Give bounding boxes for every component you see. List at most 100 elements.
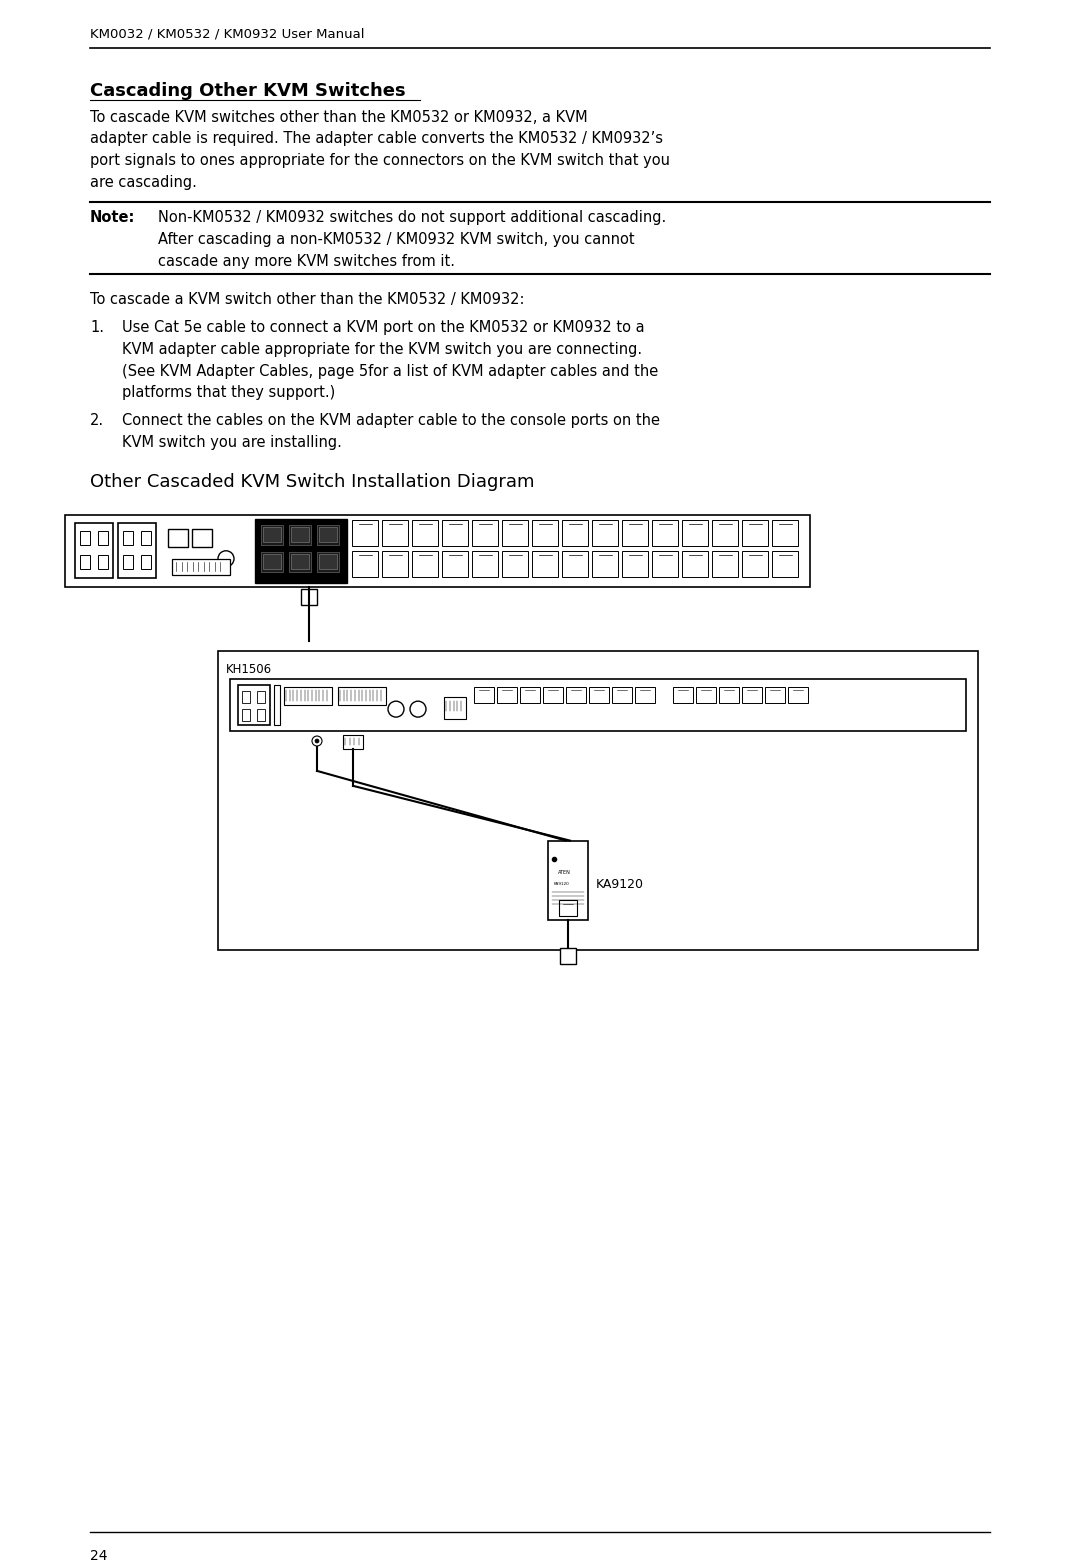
Text: cascade any more KVM switches from it.: cascade any more KVM switches from it. <box>158 254 455 269</box>
Bar <box>274 685 280 725</box>
Bar <box>80 531 90 545</box>
Bar <box>765 687 785 703</box>
Bar <box>472 551 498 576</box>
Bar <box>75 523 113 577</box>
Bar <box>772 551 798 576</box>
Text: port signals to ones appropriate for the connectors on the KVM switch that you: port signals to ones appropriate for the… <box>90 153 670 169</box>
Bar <box>612 687 632 703</box>
Bar <box>592 551 618 576</box>
Bar <box>289 552 311 571</box>
Bar <box>192 529 212 546</box>
Bar <box>141 531 151 545</box>
Bar <box>502 520 528 546</box>
Bar <box>444 696 465 718</box>
Bar <box>382 551 408 576</box>
Bar <box>172 559 230 574</box>
Bar <box>218 651 978 950</box>
Bar <box>712 520 738 546</box>
Text: adapter cable is required. The adapter cable converts the KM0532 / KM0932’s: adapter cable is required. The adapter c… <box>90 131 663 147</box>
Bar <box>592 520 618 546</box>
Text: KH1506: KH1506 <box>226 664 272 676</box>
Text: Connect the cables on the KVM adapter cable to the console ports on the: Connect the cables on the KVM adapter ca… <box>122 413 660 429</box>
Bar <box>382 520 408 546</box>
Bar <box>289 524 311 545</box>
Bar <box>291 527 309 541</box>
Bar <box>242 709 249 721</box>
Bar <box>343 736 363 750</box>
Bar <box>562 520 588 546</box>
Circle shape <box>218 551 234 567</box>
Bar <box>652 520 678 546</box>
Bar <box>118 523 156 577</box>
Text: 24: 24 <box>90 1549 108 1563</box>
Bar <box>696 687 716 703</box>
Circle shape <box>312 736 322 747</box>
Bar <box>622 551 648 576</box>
Bar <box>519 687 540 703</box>
Bar <box>562 551 588 576</box>
Bar <box>442 551 468 576</box>
Bar <box>264 527 281 541</box>
Bar <box>548 840 588 920</box>
Bar <box>561 948 576 964</box>
Bar <box>411 551 438 576</box>
Text: 2.: 2. <box>90 413 104 429</box>
Bar <box>123 554 133 568</box>
Bar <box>622 520 648 546</box>
Bar <box>559 900 577 916</box>
Bar <box>338 687 386 706</box>
Text: KA9120: KA9120 <box>554 883 570 886</box>
Text: platforms that they support.): platforms that they support.) <box>122 385 335 401</box>
Bar <box>742 687 762 703</box>
Text: KVM switch you are installing.: KVM switch you are installing. <box>122 435 342 451</box>
Text: Use Cat 5e cable to connect a KVM port on the KM0532 or KM0932 to a: Use Cat 5e cable to connect a KVM port o… <box>122 319 645 335</box>
Bar <box>635 687 654 703</box>
Bar <box>261 552 283 571</box>
Bar <box>319 554 337 568</box>
Text: To cascade a KVM switch other than the KM0532 / KM0932:: To cascade a KVM switch other than the K… <box>90 291 525 307</box>
Text: Other Cascaded KVM Switch Installation Diagram: Other Cascaded KVM Switch Installation D… <box>90 473 535 491</box>
Bar <box>80 554 90 568</box>
Bar <box>788 687 808 703</box>
Bar <box>472 520 498 546</box>
Text: Non-KM0532 / KM0932 switches do not support additional cascading.: Non-KM0532 / KM0932 switches do not supp… <box>158 210 666 225</box>
Bar <box>98 531 108 545</box>
Bar <box>352 551 378 576</box>
Bar <box>352 520 378 546</box>
Bar <box>719 687 739 703</box>
Text: KA9120: KA9120 <box>596 878 644 892</box>
Text: Cascading Other KVM Switches: Cascading Other KVM Switches <box>90 81 406 100</box>
Text: Note:: Note: <box>90 210 135 225</box>
Text: After cascading a non-KM0532 / KM0932 KVM switch, you cannot: After cascading a non-KM0532 / KM0932 KV… <box>158 232 635 247</box>
Bar <box>291 554 309 568</box>
Bar <box>230 679 966 731</box>
Bar <box>502 551 528 576</box>
Bar <box>257 692 265 703</box>
Bar <box>238 685 270 725</box>
Bar <box>497 687 517 703</box>
Bar <box>474 687 494 703</box>
Bar <box>318 552 339 571</box>
Bar <box>261 524 283 545</box>
Bar <box>255 520 347 582</box>
Bar <box>242 692 249 703</box>
Bar <box>65 515 810 587</box>
Bar <box>772 520 798 546</box>
Bar <box>123 531 133 545</box>
Bar <box>442 520 468 546</box>
Circle shape <box>410 701 426 717</box>
Bar <box>98 554 108 568</box>
Bar <box>543 687 563 703</box>
Text: (See KVM Adapter Cables, page 5for a list of KVM adapter cables and the: (See KVM Adapter Cables, page 5for a lis… <box>122 363 658 379</box>
Bar <box>532 520 558 546</box>
Bar <box>566 687 586 703</box>
Bar <box>301 588 318 604</box>
Text: To cascade KVM switches other than the KM0532 or KM0932, a KVM: To cascade KVM switches other than the K… <box>90 110 588 125</box>
Text: KM0032 / KM0532 / KM0932 User Manual: KM0032 / KM0532 / KM0932 User Manual <box>90 28 365 41</box>
Bar <box>141 554 151 568</box>
Bar <box>319 527 337 541</box>
Bar <box>742 520 768 546</box>
Bar <box>318 524 339 545</box>
Circle shape <box>315 739 319 743</box>
Bar <box>712 551 738 576</box>
